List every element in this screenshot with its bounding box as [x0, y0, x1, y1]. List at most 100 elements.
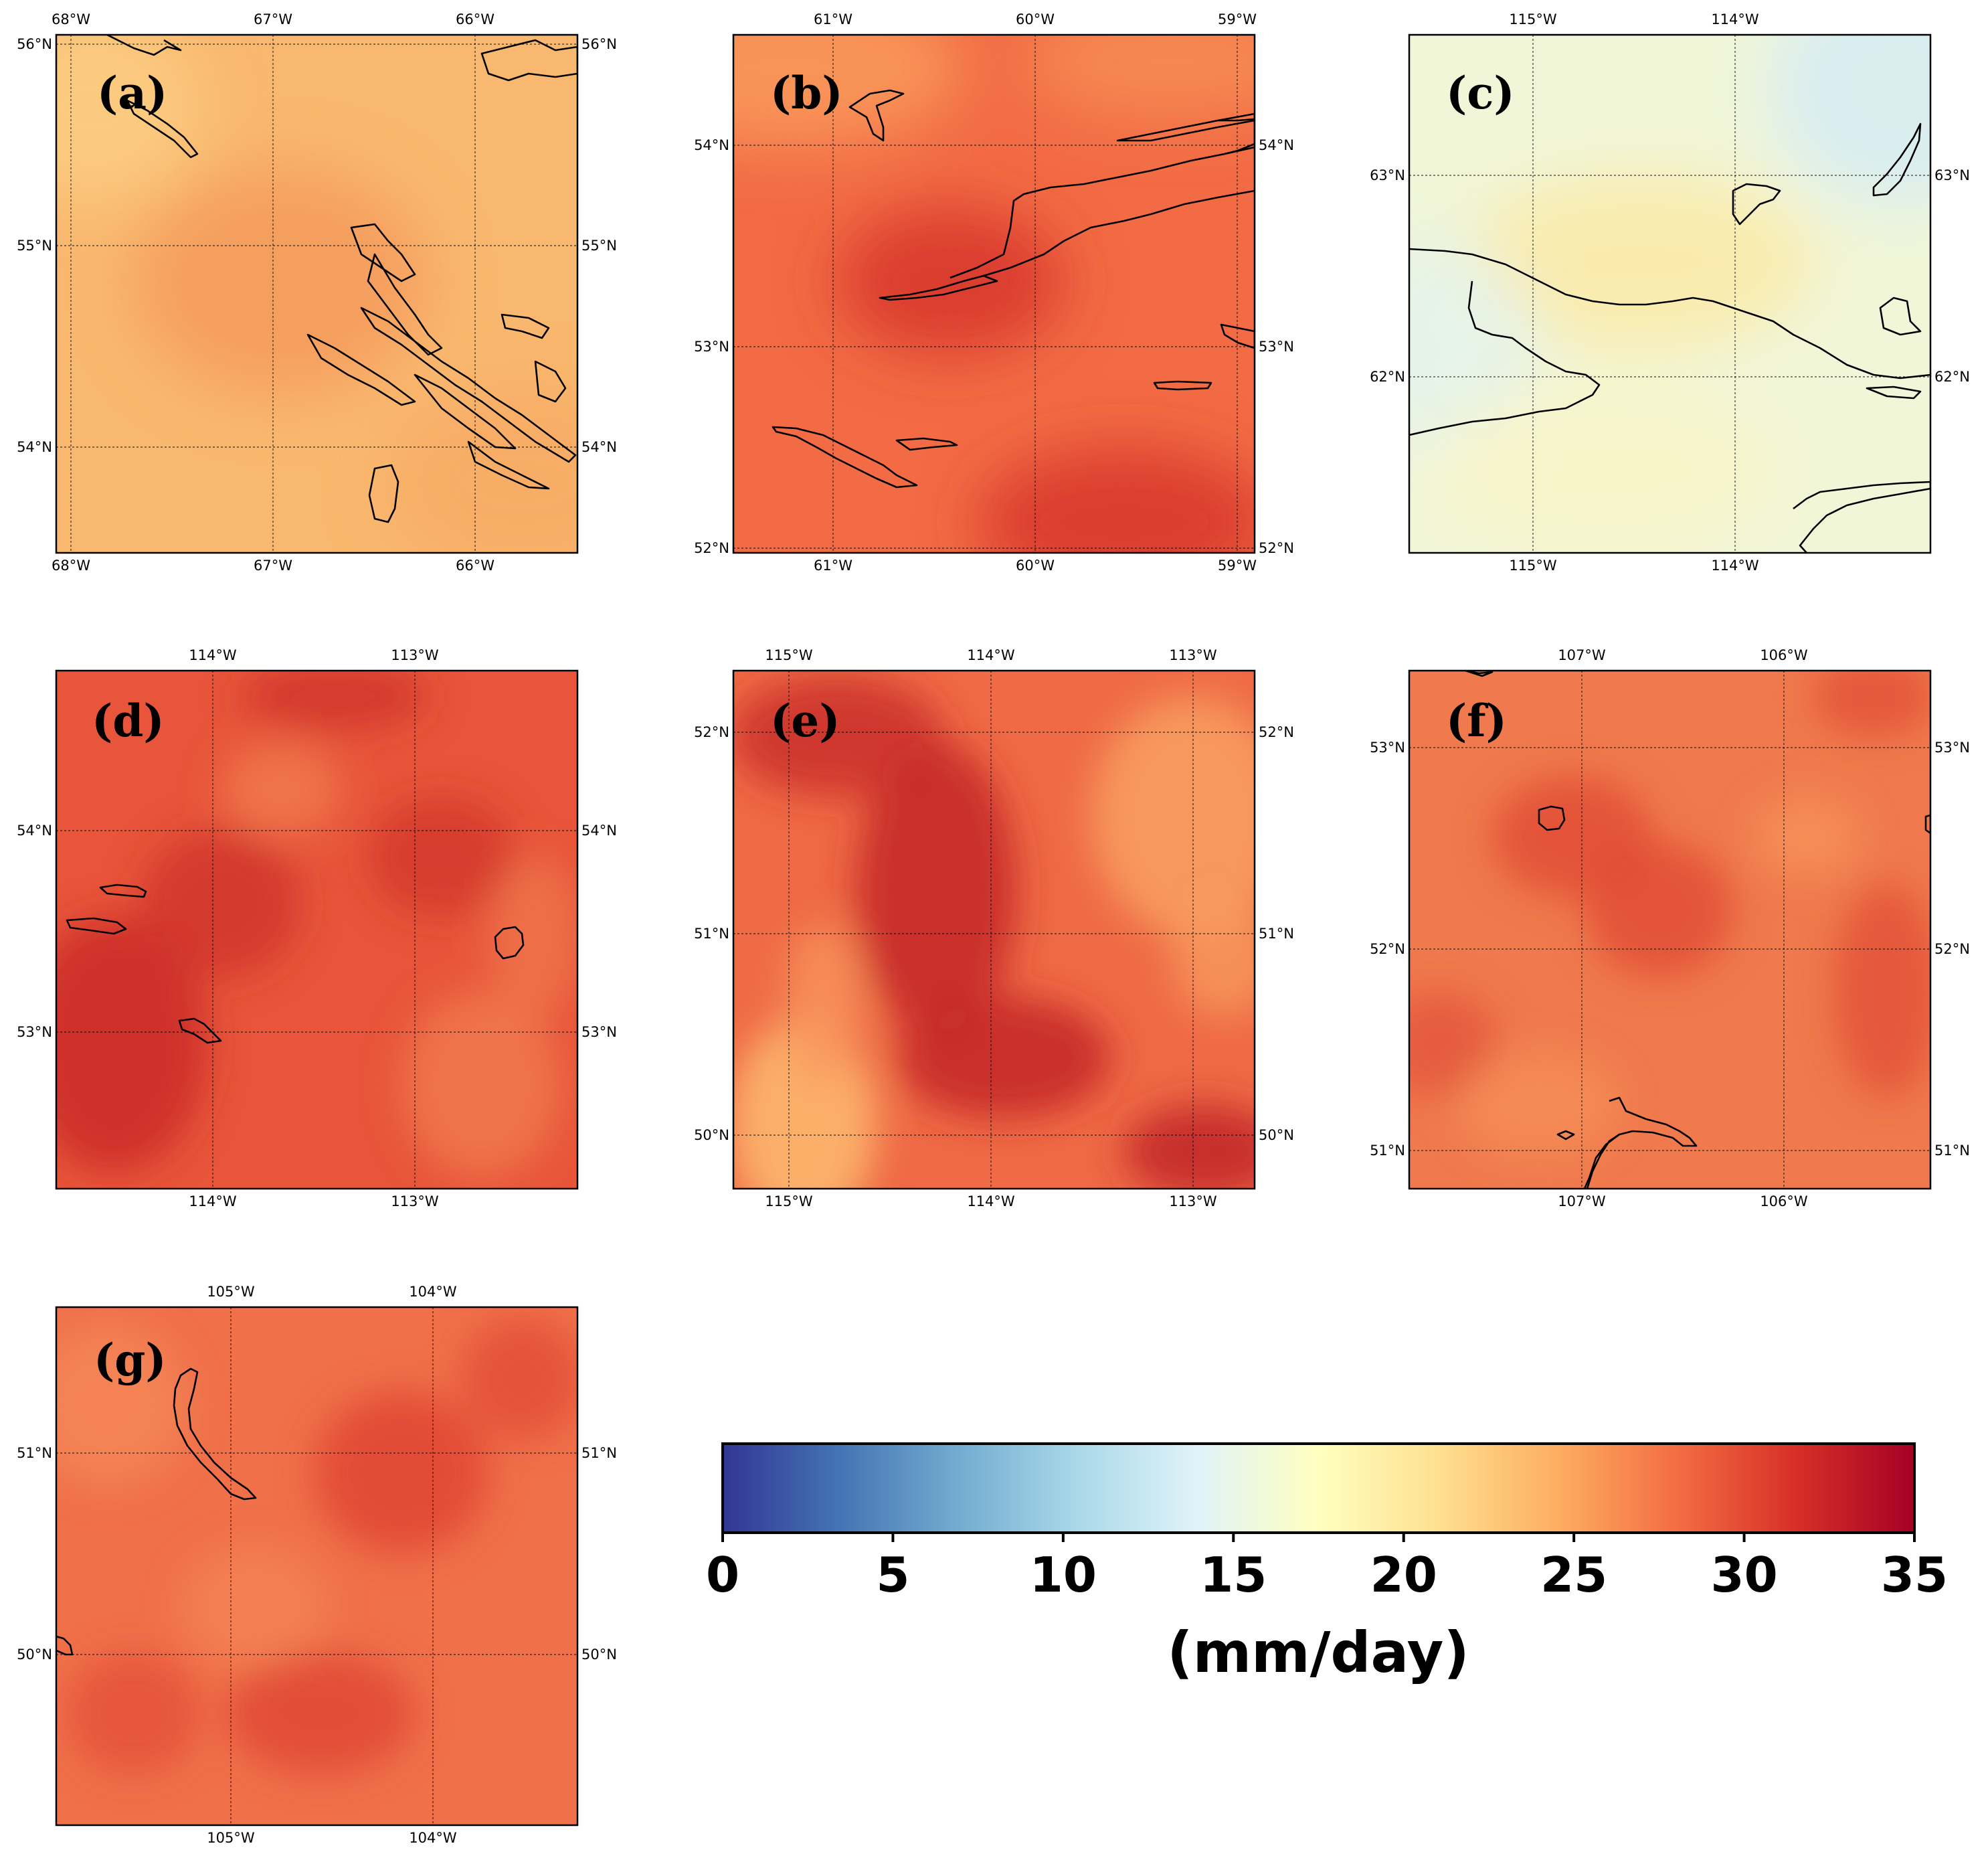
lon-tick: 105°W [207, 1830, 255, 1846]
lon-tick: 114°W [1711, 558, 1759, 574]
panel-d-frame [55, 669, 579, 1190]
lon-tick: 104°W [409, 1284, 457, 1300]
lat-tick: 54°N [1259, 137, 1294, 153]
colorbar-tick-label: 5 [876, 1547, 909, 1603]
panel-f: (f) 107°W 106°W 107°W 106°W 53°N 52°N 51… [1370, 647, 1970, 1209]
lat-tick: 54°N [581, 823, 617, 839]
lat-tick: 52°N [1370, 941, 1405, 957]
panel-c-label: (c) [1446, 67, 1515, 119]
lat-tick: 56°N [17, 36, 52, 52]
panel-f-gridlines [1409, 671, 1930, 1189]
lat-tick: 54°N [17, 439, 52, 455]
lat-tick: 63°N [1934, 167, 1970, 183]
lon-tick: 113°W [1169, 1193, 1217, 1209]
lat-tick: 51°N [694, 926, 729, 942]
lon-tick: 114°W [189, 647, 237, 663]
panel-f-frame [1408, 669, 1932, 1190]
lat-tick: 54°N [581, 439, 617, 455]
colorbar: 0 5 10 15 20 25 30 35 (mm/day) [706, 1442, 1948, 1685]
panel-b-ticks: 61°W 60°W 59°W 61°W 60°W 59°W 54°N 53°N … [694, 11, 1294, 574]
panel-c-frame [1408, 33, 1932, 554]
panel-d-coastlines [66, 883, 525, 1044]
lat-tick: 50°N [1259, 1127, 1294, 1143]
lat-tick: 52°N [1259, 724, 1294, 740]
lon-tick: 115°W [1509, 11, 1557, 27]
lon-tick: 61°W [814, 558, 852, 574]
lat-tick: 56°N [581, 36, 617, 52]
lon-tick: 107°W [1558, 1193, 1606, 1209]
lat-tick: 50°N [581, 1646, 617, 1663]
lon-tick: 115°W [765, 647, 813, 663]
lon-tick: 61°W [814, 11, 852, 27]
panel-c-coastlines [1409, 122, 1930, 553]
lat-tick: 53°N [17, 1024, 52, 1040]
lat-tick: 63°N [1370, 167, 1405, 183]
panel-e-gridlines [733, 671, 1255, 1189]
panel-d-gridlines [56, 671, 577, 1189]
lon-tick: 106°W [1760, 1193, 1808, 1209]
lon-tick: 113°W [1169, 647, 1217, 663]
lat-tick: 53°N [581, 1024, 617, 1040]
panel-b: (b) 61°W 60°W 59°W 61°W 60°W 59°W 54°N 5… [694, 11, 1294, 574]
panel-g-label: (g) [94, 1334, 167, 1386]
colorbar-tick-label: 25 [1540, 1547, 1607, 1603]
lon-tick: 66°W [456, 11, 494, 27]
panel-b-frame [732, 33, 1256, 554]
panel-g-coastlines [56, 1367, 257, 1656]
lon-tick: 60°W [1016, 558, 1055, 574]
lat-tick: 53°N [1934, 740, 1970, 756]
lat-tick: 52°N [694, 540, 729, 556]
lon-tick: 68°W [52, 11, 90, 27]
lon-tick: 114°W [189, 1193, 237, 1209]
panel-e-ticks: 115°W 114°W 113°W 115°W 114°W 113°W 52°N… [694, 647, 1294, 1209]
panel-b-gridlines [733, 35, 1255, 553]
panel-a-frame [55, 33, 579, 554]
lon-tick: 113°W [391, 1193, 439, 1209]
colorbar-tick-label: 35 [1881, 1547, 1948, 1603]
panel-g-ticks: 105°W 104°W 105°W 104°W 51°N 50°N 51°N 5… [17, 1284, 617, 1846]
lon-tick: 106°W [1760, 647, 1808, 663]
lon-tick: 107°W [1558, 647, 1606, 663]
lon-tick: 114°W [967, 1193, 1015, 1209]
colorbar-unit-label: (mm/day) [1167, 1620, 1469, 1685]
lat-tick: 51°N [17, 1445, 52, 1461]
panel-g-frame [55, 1306, 579, 1827]
lat-tick: 51°N [1370, 1142, 1405, 1159]
panel-e: (e) 115°W 114°W 113°W 115°W 114°W 113°W … [694, 647, 1294, 1209]
panel-a-gridlines [56, 35, 577, 553]
panel-g: (g) 105°W 104°W 105°W 104°W 51°N 50°N 51… [17, 1284, 617, 1846]
lon-tick: 114°W [967, 647, 1015, 663]
lon-tick: 66°W [456, 558, 494, 574]
lon-tick: 60°W [1016, 11, 1055, 27]
lat-tick: 51°N [1259, 926, 1294, 942]
panel-a-ticks: 68°W 67°W 66°W 68°W 67°W 66°W 56°N 55°N … [17, 11, 617, 574]
lat-tick: 53°N [694, 339, 729, 355]
lat-tick: 53°N [1370, 740, 1405, 756]
lat-tick: 50°N [694, 1127, 729, 1143]
lon-tick: 59°W [1218, 11, 1257, 27]
panel-c-gridlines [1409, 35, 1930, 553]
panel-a-coastlines [106, 35, 577, 523]
lon-tick: 114°W [1711, 11, 1759, 27]
colorbar-tick-label: 0 [706, 1547, 739, 1603]
lat-tick: 54°N [17, 823, 52, 839]
panel-b-coastlines [772, 89, 1255, 489]
panel-e-frame [732, 669, 1256, 1190]
lon-tick: 67°W [254, 558, 292, 574]
lon-tick: 113°W [391, 647, 439, 663]
lat-tick: 62°N [1934, 369, 1970, 385]
panel-d-ticks: 114°W 113°W 114°W 113°W 54°N 53°N 54°N 5… [17, 647, 617, 1209]
lat-tick: 51°N [581, 1445, 617, 1461]
lon-tick: 115°W [765, 1193, 813, 1209]
panel-e-label: (e) [770, 695, 840, 747]
panel-f-coastlines [1464, 671, 1930, 1189]
panel-d-label: (d) [92, 695, 165, 747]
lat-tick: 52°N [694, 724, 729, 740]
lat-tick: 54°N [694, 137, 729, 153]
lon-tick: 115°W [1509, 558, 1557, 574]
lon-tick: 67°W [254, 11, 292, 27]
colorbar-tick-label: 10 [1030, 1547, 1097, 1603]
lat-tick: 55°N [17, 238, 52, 254]
lon-tick: 59°W [1218, 558, 1257, 574]
